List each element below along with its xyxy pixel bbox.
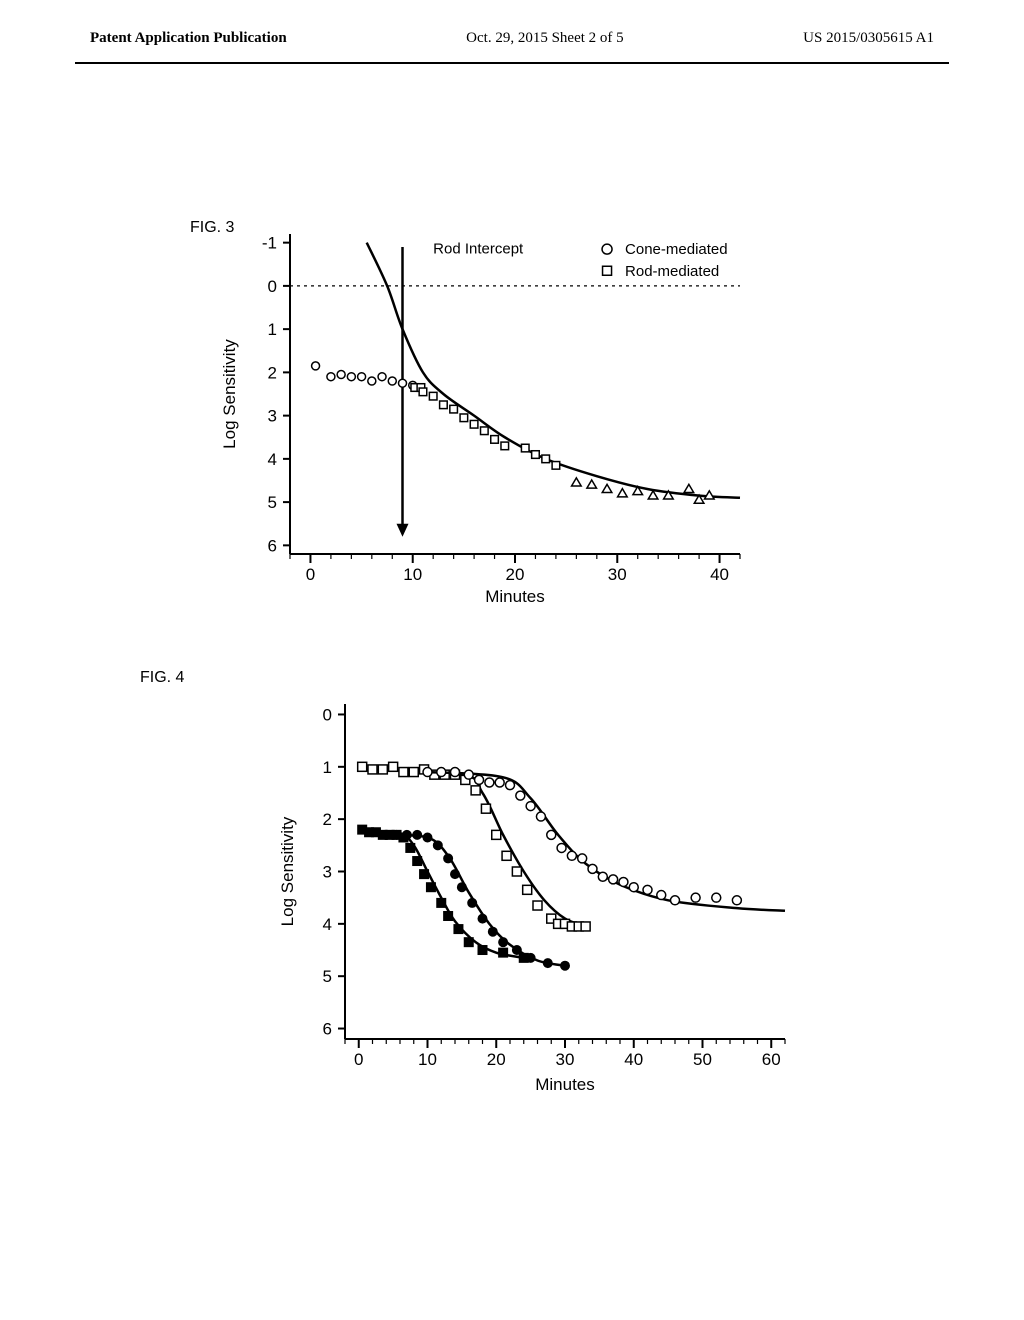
fig3-chart: -1 0 1 2 3 4 5 6 0 10 20 30 40 Minutes Log Sensitivity…: [200, 204, 760, 614]
svg-text:20: 20: [487, 1050, 506, 1069]
svg-text:10: 10: [418, 1050, 437, 1069]
svg-text:3: 3: [323, 863, 332, 882]
svg-text:6: 6: [323, 1020, 332, 1039]
svg-text:30: 30: [556, 1050, 575, 1069]
svg-text:Rod Intercept: Rod Intercept: [433, 240, 524, 257]
fig4-label: FIG. 4: [140, 669, 184, 687]
svg-text:3: 3: [268, 407, 277, 426]
svg-text:4: 4: [323, 915, 332, 934]
svg-text:1: 1: [323, 758, 332, 777]
svg-text:0: 0: [323, 705, 332, 724]
svg-text:0: 0: [268, 277, 277, 296]
svg-text:2: 2: [323, 810, 332, 829]
svg-text:4: 4: [268, 450, 277, 469]
svg-text:5: 5: [323, 967, 332, 986]
svg-text:40: 40: [624, 1050, 643, 1069]
svg-text:1: 1: [268, 320, 277, 339]
header-rule: [75, 62, 949, 64]
svg-text:30: 30: [608, 565, 627, 584]
header-left: Patent Application Publication: [90, 30, 287, 47]
svg-text:40: 40: [710, 565, 729, 584]
svg-text:0: 0: [354, 1050, 363, 1069]
svg-text:2: 2: [268, 363, 277, 382]
svg-text:5: 5: [268, 493, 277, 512]
page-header: Patent Application Publication Oct. 29, …: [0, 0, 1024, 57]
svg-text:0: 0: [306, 565, 315, 584]
svg-text:10: 10: [403, 565, 422, 584]
svg-text:6: 6: [268, 536, 277, 555]
svg-text:Log Sensitivity: Log Sensitivity: [278, 816, 297, 926]
svg-text:60: 60: [762, 1050, 781, 1069]
svg-text:Rod-mediated: Rod-mediated: [625, 263, 719, 280]
svg-text:Log Sensitivity: Log Sensitivity: [220, 339, 239, 449]
header-center: Oct. 29, 2015 Sheet 2 of 5: [466, 30, 623, 47]
svg-text:50: 50: [693, 1050, 712, 1069]
svg-text:Minutes: Minutes: [535, 1075, 595, 1094]
header-right: US 2015/0305615 A1: [803, 30, 934, 47]
svg-text:-1: -1: [262, 234, 277, 253]
fig4-chart: 01234560102030405060MinutesLog Sensitivi…: [260, 684, 800, 1104]
svg-text:Minutes: Minutes: [485, 587, 545, 606]
svg-text:20: 20: [506, 565, 525, 584]
svg-text:Cone-mediated: Cone-mediated: [625, 241, 728, 258]
